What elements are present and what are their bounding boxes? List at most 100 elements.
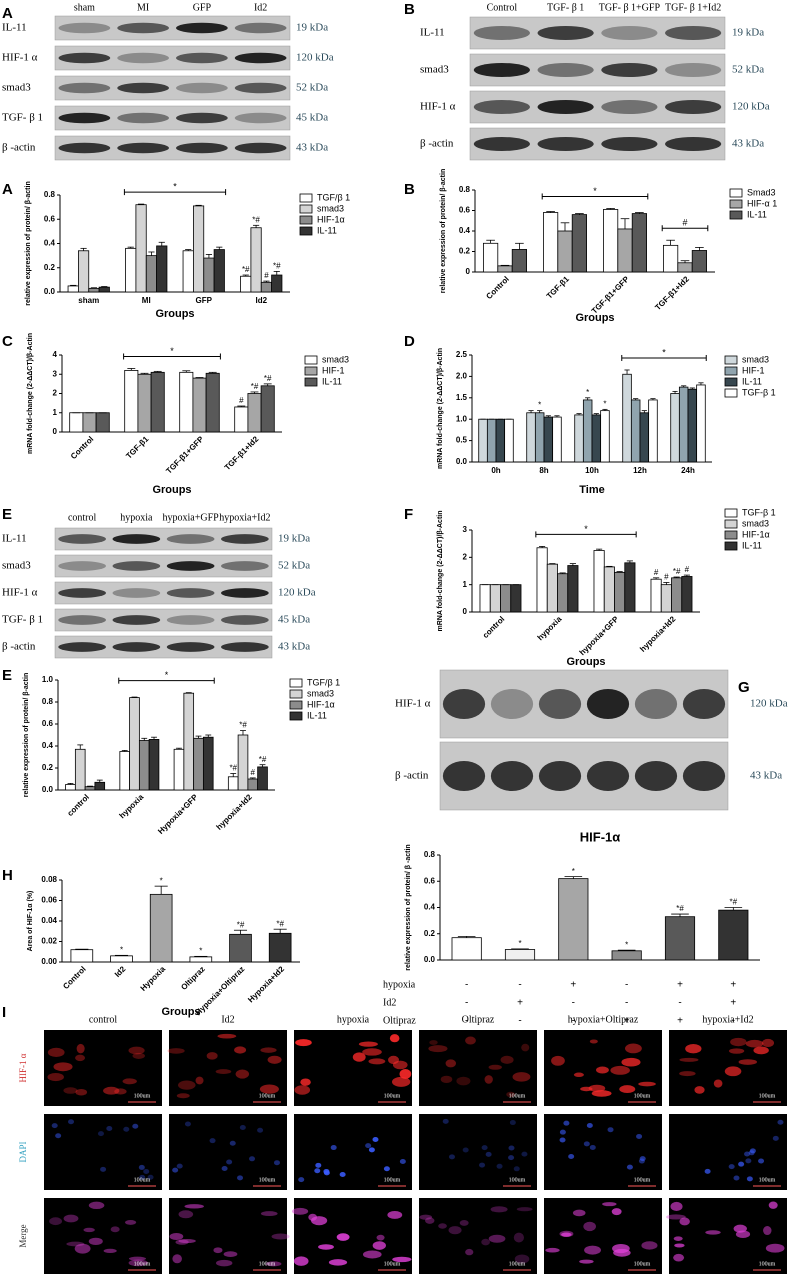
scale-label: 100um [634, 1261, 651, 1267]
x-tick-label: TGF-β1+Id2 [653, 274, 691, 312]
row-label: TGF- β 1 [2, 112, 43, 124]
bar [193, 737, 204, 791]
cell [323, 1170, 330, 1176]
significance-mark: * [120, 945, 123, 954]
micrograph [669, 1198, 787, 1274]
cell [221, 1165, 228, 1171]
blot-band [58, 615, 106, 625]
panel-letter: A [2, 5, 13, 22]
blot-band [166, 534, 215, 544]
bar [600, 410, 610, 463]
significance-mark: *# [730, 898, 738, 907]
cell [733, 1175, 740, 1181]
error-bar [564, 876, 583, 879]
legend-swatch [304, 377, 318, 387]
blot-band [490, 689, 534, 719]
legend-swatch [724, 530, 738, 540]
error-bar [140, 372, 149, 375]
error-bar [616, 571, 623, 573]
x-tick-label: 12h [633, 466, 647, 475]
x-axis-label: Groups [575, 312, 614, 324]
x-tick-label: 0h [491, 466, 500, 475]
cell [428, 1045, 448, 1053]
cell [738, 1161, 745, 1167]
error-bar [259, 764, 266, 767]
scale-label: 100um [259, 1261, 276, 1267]
bar [546, 563, 558, 613]
cell [749, 1148, 756, 1154]
cell [318, 1244, 334, 1250]
y-tick-label: 0.08 [41, 875, 57, 884]
y-tick-label: 0.6 [42, 719, 54, 728]
cell [128, 1046, 145, 1055]
cell [465, 1036, 476, 1045]
significance-mark: * [603, 399, 606, 408]
blot-band [176, 142, 228, 154]
cell [573, 1072, 584, 1078]
bar [660, 584, 672, 613]
cell [679, 1057, 699, 1062]
error-bar [263, 280, 270, 283]
cell [293, 1256, 309, 1266]
lane-label: MI [137, 2, 149, 13]
y-tick-label: 1.0 [42, 675, 54, 684]
legend-label: TGF/β 1 [317, 192, 350, 202]
error-bar [137, 203, 145, 205]
x-tick-label: control [65, 793, 91, 819]
error-bar [87, 785, 93, 787]
error-bar [545, 415, 551, 418]
x-axis-label: Groups [566, 656, 605, 668]
legend-label: IL-11 [742, 376, 762, 386]
x-tick-label: MI [142, 296, 151, 305]
cell [738, 1059, 758, 1065]
lane-label: TGF- β 1+GFP [599, 2, 661, 13]
cell [368, 1058, 386, 1065]
legend-swatch [299, 226, 313, 236]
x-tick-label: Control [484, 275, 510, 301]
cell [223, 1251, 238, 1257]
bar [145, 255, 158, 293]
condition-value: - [572, 998, 575, 1009]
bar [543, 212, 559, 273]
cell [673, 1236, 683, 1241]
error-bar [263, 383, 272, 386]
blot-band [601, 99, 658, 115]
legend-swatch [289, 700, 303, 710]
bar [511, 249, 528, 273]
bar [149, 893, 173, 963]
blot-band [176, 112, 228, 124]
cell [100, 1166, 107, 1172]
cell [63, 1214, 79, 1223]
y-tick-label: 0 [53, 427, 58, 436]
cell [638, 1081, 656, 1087]
bracket-label: * [170, 346, 174, 356]
cell [260, 1211, 278, 1217]
blot-band [58, 588, 106, 598]
error-bar [249, 777, 256, 779]
y-tick-label: 2.5 [456, 350, 468, 359]
legend-label: IL-11 [307, 710, 327, 720]
cell [178, 1238, 196, 1244]
blot-band [58, 642, 106, 652]
legend-label: HIF-1 [742, 365, 765, 375]
legend-swatch [724, 388, 738, 398]
cell [765, 1243, 785, 1253]
legend-label: IL-11 [317, 225, 337, 235]
cell [670, 1201, 683, 1212]
cell [128, 1259, 148, 1267]
cell [330, 1145, 337, 1151]
bar [534, 412, 545, 463]
cell [376, 1234, 385, 1241]
blot-band [537, 25, 594, 41]
micrograph [419, 1198, 537, 1274]
x-tick-label: Control [61, 965, 87, 991]
cell [611, 1208, 622, 1216]
cell [271, 1233, 290, 1240]
cell [777, 1119, 784, 1125]
cell [694, 1086, 705, 1094]
y-tick-label: 0.6 [424, 876, 436, 885]
panel-letter: I [2, 1004, 6, 1021]
cell [768, 1201, 778, 1209]
row-label: smad3 [420, 64, 449, 76]
